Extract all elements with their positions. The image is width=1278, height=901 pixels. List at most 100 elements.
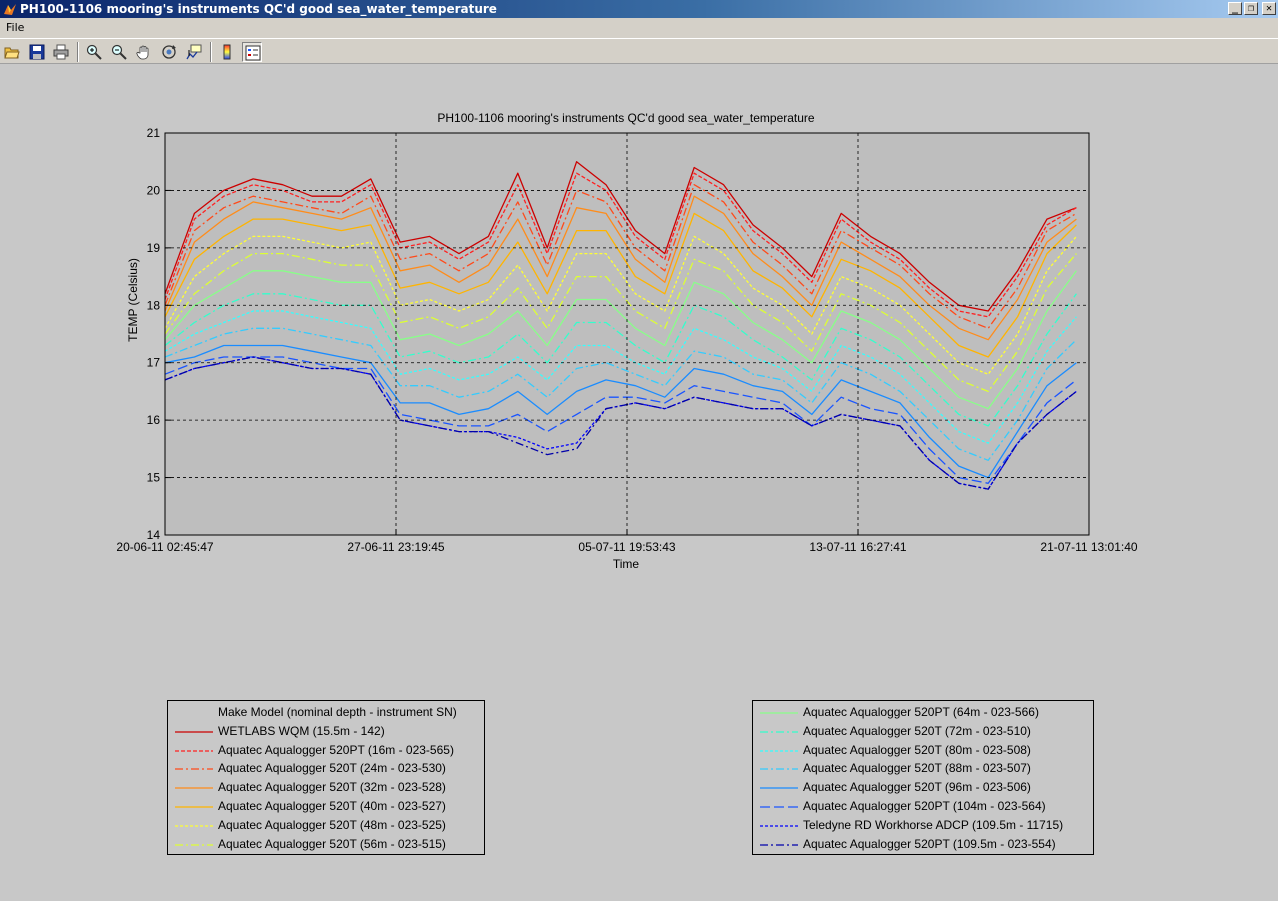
legend-entry: Aquatec Aqualogger 520T (40m - 023-527) bbox=[168, 797, 484, 816]
legend-entry: Aquatec Aqualogger 520T (24m - 023-530) bbox=[168, 759, 484, 778]
legend-entry: Teledyne RD Workhorse ADCP (109.5m - 117… bbox=[753, 816, 1093, 835]
series-line bbox=[164, 235, 1077, 375]
print-icon bbox=[53, 44, 69, 60]
legend-swatch bbox=[175, 843, 213, 846]
legend-swatch bbox=[760, 843, 798, 846]
zoom-in-button[interactable] bbox=[84, 42, 104, 62]
rotate-3d-button[interactable] bbox=[159, 42, 179, 62]
y-tick-label: 17 bbox=[147, 356, 161, 370]
legend-entry: Aquatec Aqualogger 520T (80m - 023-508) bbox=[753, 741, 1093, 760]
x-tick-label: 27-06-11 23:19:45 bbox=[347, 540, 445, 554]
series-line bbox=[164, 161, 1077, 312]
legend-entry: Aquatec Aqualogger 520PT (64m - 023-566) bbox=[753, 703, 1093, 722]
toolbar-separator bbox=[77, 42, 79, 62]
series-line bbox=[164, 327, 1077, 461]
x-tick-label: 13-07-11 16:27:41 bbox=[809, 540, 907, 554]
legend-entry: Aquatec Aqualogger 520T (96m - 023-506) bbox=[753, 778, 1093, 797]
series-line bbox=[164, 184, 1077, 329]
series-line bbox=[164, 293, 1077, 427]
series-line bbox=[164, 252, 1077, 393]
legend-header-label: Make Model (nominal depth - instrument S… bbox=[218, 705, 457, 719]
legend-header: Make Model (nominal depth - instrument S… bbox=[168, 703, 484, 722]
colorbar-icon bbox=[223, 44, 231, 60]
legend-entry-label: Aquatec Aqualogger 520T (48m - 023-525) bbox=[218, 817, 446, 832]
close-button[interactable]: ✕ bbox=[1262, 2, 1276, 15]
minimize-button[interactable]: _ bbox=[1228, 2, 1242, 15]
menu-file[interactable]: File bbox=[6, 21, 25, 34]
rotate-3d-icon bbox=[162, 45, 176, 59]
y-tick-label: 18 bbox=[147, 298, 161, 312]
legend-swatch bbox=[175, 768, 213, 770]
legend-swatch bbox=[175, 806, 213, 808]
pan-button[interactable] bbox=[134, 42, 154, 62]
legend-swatch bbox=[175, 731, 213, 733]
legend-swatch bbox=[760, 749, 798, 752]
legend-icon bbox=[245, 45, 261, 61]
legend-swatch bbox=[760, 712, 798, 714]
y-tick-label: 20 bbox=[147, 183, 161, 197]
legend-swatch bbox=[760, 768, 798, 770]
legend-entry: Aquatec Aqualogger 520PT (16m - 023-565) bbox=[168, 741, 484, 760]
zoom-out-button[interactable] bbox=[109, 42, 129, 62]
window-title-bar[interactable]: PH100-1106 mooring's instruments QC'd go… bbox=[0, 0, 1278, 18]
print-button[interactable] bbox=[51, 42, 71, 62]
menu-bar: File bbox=[0, 18, 1278, 38]
legend-button[interactable] bbox=[242, 42, 262, 62]
series-line bbox=[164, 310, 1077, 444]
open-file-button[interactable] bbox=[2, 42, 22, 62]
legend-entry: Aquatec Aqualogger 520T (56m - 023-515) bbox=[168, 835, 484, 854]
legend-entry-label: Aquatec Aqualogger 520PT (104m - 023-564… bbox=[803, 799, 1046, 813]
legend-swatch bbox=[760, 806, 798, 808]
chart-title: PH100-1106 mooring's instruments QC'd go… bbox=[437, 111, 815, 125]
legend-entry-label: Aquatec Aqualogger 520T (80m - 023-508) bbox=[803, 742, 1031, 757]
series-line bbox=[164, 172, 1077, 318]
legend-entry: Aquatec Aqualogger 520PT (104m - 023-564… bbox=[753, 797, 1093, 816]
legend-entry: Aquatec Aqualogger 520T (72m - 023-510) bbox=[753, 722, 1093, 741]
legend-entry: Aquatec Aqualogger 520PT (109.5m - 023-5… bbox=[753, 835, 1093, 854]
x-tick-label: 21-07-11 13:01:40 bbox=[1040, 540, 1138, 554]
legend-entry-label: Aquatec Aqualogger 520PT (16m - 023-565) bbox=[218, 742, 454, 757]
x-axis-label: Time bbox=[613, 557, 640, 571]
window-title: PH100-1106 mooring's instruments QC'd go… bbox=[20, 2, 497, 16]
series-line bbox=[164, 195, 1077, 341]
figure-toolbar bbox=[0, 38, 1278, 64]
colorbar-button[interactable] bbox=[217, 42, 237, 62]
legend-entry-label: Teledyne RD Workhorse ADCP (109.5m - 117… bbox=[803, 817, 1064, 832]
legend-entry: Aquatec Aqualogger 520T (88m - 023-507) bbox=[753, 759, 1093, 778]
y-axis-label: TEMP (Celsius) bbox=[126, 258, 140, 342]
x-tick-label: 05-07-11 19:53:43 bbox=[578, 540, 676, 554]
save-icon bbox=[29, 44, 45, 60]
y-tick-label: 15 bbox=[147, 471, 161, 485]
legend-swatch bbox=[760, 787, 798, 789]
legend-swatch bbox=[760, 825, 798, 827]
legend-entry-label: Aquatec Aqualogger 520PT (64m - 023-566) bbox=[803, 705, 1039, 719]
legend-right[interactable]: Aquatec Aqualogger 520PT (64m - 023-566)… bbox=[752, 700, 1094, 855]
series-layer bbox=[164, 161, 1077, 490]
series-line bbox=[164, 212, 1077, 358]
legend-entry-label: Aquatec Aqualogger 520T (96m - 023-506) bbox=[803, 780, 1031, 795]
y-tick-label: 14 bbox=[147, 528, 161, 542]
toolbar-separator bbox=[210, 42, 212, 62]
legend-entry: Aquatec Aqualogger 520T (32m - 023-528) bbox=[168, 778, 484, 797]
pan-icon bbox=[136, 45, 149, 60]
restore-icon: ❐ bbox=[1247, 3, 1255, 14]
series-line bbox=[164, 356, 1077, 490]
y-tick-label: 21 bbox=[147, 126, 161, 140]
restore-button[interactable]: ❐ bbox=[1244, 2, 1258, 15]
save-button[interactable] bbox=[27, 42, 47, 62]
zoom-out-icon bbox=[111, 44, 127, 60]
minimize-icon: _ bbox=[1231, 3, 1239, 14]
data-cursor-icon bbox=[186, 44, 202, 60]
tick-layer: 14 15 16 17 18 19 20 21 20-06-11 02:45:47 27-06-1… bbox=[116, 126, 1138, 554]
data-cursor-button[interactable] bbox=[184, 42, 204, 62]
open-file-icon bbox=[4, 47, 20, 59]
legend-left[interactable]: Make Model (nominal depth - instrument S… bbox=[167, 700, 485, 855]
y-tick-label: 19 bbox=[147, 241, 161, 255]
grid-layer bbox=[165, 133, 1089, 535]
series-line bbox=[164, 356, 1077, 484]
temperature-chart[interactable]: 14 15 16 17 18 19 20 21 20-06-11 02:45:47 27-06-1… bbox=[0, 64, 1278, 901]
close-icon: ✕ bbox=[1265, 3, 1273, 14]
legend-entry-label: Aquatec Aqualogger 520T (72m - 023-510) bbox=[803, 723, 1031, 738]
legend-entry-label: Aquatec Aqualogger 520T (88m - 023-507) bbox=[803, 761, 1031, 776]
window-controls: _ ❐ ✕ bbox=[1228, 2, 1276, 15]
